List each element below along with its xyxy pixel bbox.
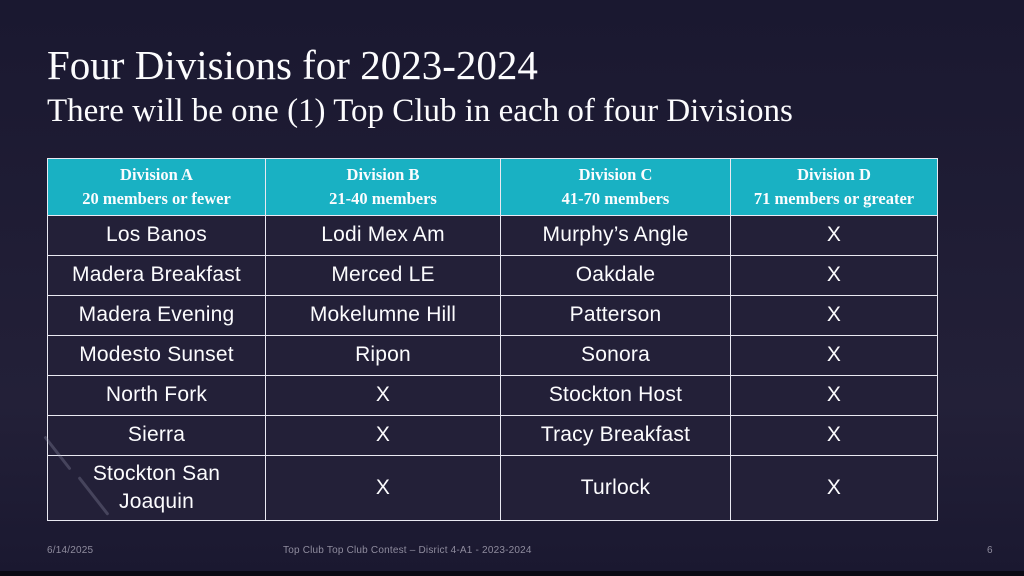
division-header-cell: Division A 20 members or fewer [47, 158, 266, 216]
division-sublabel: 21-40 members [329, 189, 437, 208]
table-cell: X [730, 215, 938, 256]
division-sublabel: 41-70 members [561, 189, 670, 208]
table-row: Madera Evening Mokelumne Hill Patterson X [47, 295, 938, 336]
table-cell: X [265, 455, 501, 521]
footer-caption: Top Club Top Club Contest – Disrict 4-A1… [283, 545, 532, 556]
page-subtitle: There will be one (1) Top Club in each o… [47, 93, 793, 130]
table-cell: Patterson [500, 295, 731, 336]
division-header-cell: Division C 41-70 members [500, 158, 731, 216]
divisions-table-head-row: Division A 20 members or fewer Division B 2… [47, 158, 938, 216]
footer-date: 6/14/2025 [47, 545, 94, 556]
division-label: Division B [346, 165, 420, 185]
table-cell: Lodi Mex Am [265, 215, 501, 256]
table-cell: Modesto Sunset [47, 335, 266, 376]
table-row: North Fork X Stockton Host X [47, 375, 938, 416]
division-label: Division D [797, 165, 871, 185]
table-row: Madera Breakfast Merced LE Oakdale X [47, 255, 938, 296]
table-row: Modesto Sunset Ripon Sonora X [47, 335, 938, 376]
table-cell: Murphy’s Angle [500, 215, 731, 256]
table-cell: Tracy Breakfast [500, 415, 731, 456]
table-cell: X [730, 455, 938, 521]
table-cell: X [730, 295, 938, 336]
table-cell: North Fork [47, 375, 266, 416]
division-sublabel: 71 members or greater [753, 189, 915, 208]
table-cell: Mokelumne Hill [265, 295, 501, 336]
table-cell: Sonora [500, 335, 731, 376]
table-cell: Sierra [47, 415, 266, 456]
table-cell: Stockton Host [500, 375, 731, 416]
table-row: Stockton San Joaquin X Turlock X [47, 455, 938, 521]
division-header-cell: Division D 71 members or greater [730, 158, 938, 216]
table-cell: X [730, 415, 938, 456]
table-cell: Stockton San Joaquin [47, 455, 266, 521]
division-label: Division C [578, 165, 653, 185]
table-cell: X [265, 415, 501, 456]
title-block: Four Divisions for 2023-2024 There will … [47, 42, 977, 129]
divisions-table-body: Los Banos Lodi Mex Am Murphy’s Angle X Mader… [47, 215, 938, 521]
table-cell: Madera Evening [47, 295, 266, 336]
table-row: Los Banos Lodi Mex Am Murphy’s Angle X [47, 215, 938, 256]
table-cell: X [730, 335, 938, 376]
table-cell: Los Banos [47, 215, 266, 256]
table-cell: Madera Breakfast [47, 255, 266, 296]
division-sublabel: 20 members or fewer [82, 189, 231, 208]
table-cell: X [730, 375, 938, 416]
footer-page-number: 6 [987, 545, 993, 556]
table-cell: Oakdale [500, 255, 731, 296]
table-cell: Ripon [265, 335, 501, 376]
table-cell: X [730, 255, 938, 296]
table-cell: X [265, 375, 501, 416]
table-row: Sierra X Tracy Breakfast X [47, 415, 938, 456]
table-cell: Turlock [500, 455, 731, 521]
bottom-bar [0, 571, 1024, 576]
divisions-table: Division A 20 members or fewer Division B 2… [47, 158, 938, 521]
division-header-cell: Division B 21-40 members [265, 158, 501, 216]
page-title: Four Divisions for 2023-2024 [47, 42, 538, 88]
table-cell: Merced LE [265, 255, 501, 296]
division-label: Division A [120, 165, 193, 185]
